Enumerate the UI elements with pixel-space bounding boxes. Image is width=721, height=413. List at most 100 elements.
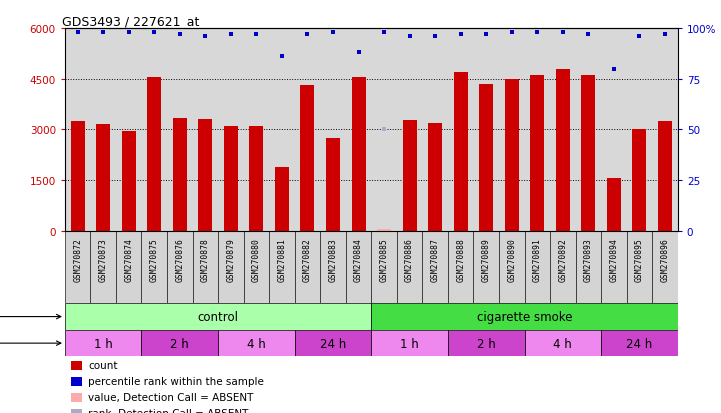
Bar xyxy=(224,127,238,231)
Text: GSM270889: GSM270889 xyxy=(482,237,491,281)
Bar xyxy=(193,231,218,304)
Bar xyxy=(320,231,346,304)
Bar xyxy=(147,78,162,231)
Text: GSM270892: GSM270892 xyxy=(558,237,567,281)
Text: time: time xyxy=(0,338,61,348)
Text: 1 h: 1 h xyxy=(400,337,419,350)
Point xyxy=(608,66,619,73)
Bar xyxy=(601,231,627,304)
Bar xyxy=(632,129,647,231)
Point xyxy=(327,30,339,36)
Bar xyxy=(402,121,417,231)
Text: GSM270879: GSM270879 xyxy=(226,237,235,281)
Bar xyxy=(377,230,391,231)
Text: GSM270891: GSM270891 xyxy=(533,237,541,281)
Bar xyxy=(71,377,82,386)
Bar xyxy=(658,122,672,231)
Text: count: count xyxy=(88,360,118,370)
Bar xyxy=(218,231,244,304)
Bar xyxy=(249,127,263,231)
Bar xyxy=(218,330,295,356)
Bar xyxy=(71,122,84,231)
Text: GSM270888: GSM270888 xyxy=(456,237,465,281)
Text: GSM270887: GSM270887 xyxy=(430,237,440,281)
Bar xyxy=(371,304,678,330)
Text: GSM270874: GSM270874 xyxy=(124,237,133,281)
Bar xyxy=(530,76,544,231)
Text: GSM270872: GSM270872 xyxy=(73,237,82,281)
Text: percentile rank within the sample: percentile rank within the sample xyxy=(88,376,264,386)
Point xyxy=(149,30,160,36)
Text: GSM270876: GSM270876 xyxy=(175,237,185,281)
Text: control: control xyxy=(198,310,239,323)
Bar xyxy=(90,231,116,304)
Bar xyxy=(653,231,678,304)
Bar xyxy=(556,69,570,231)
Point xyxy=(557,30,569,36)
Text: GSM270893: GSM270893 xyxy=(584,237,593,281)
Text: GSM270884: GSM270884 xyxy=(354,237,363,281)
Text: agent: agent xyxy=(0,312,61,322)
Bar xyxy=(71,393,82,402)
Bar xyxy=(550,231,575,304)
Bar xyxy=(525,231,550,304)
Text: 4 h: 4 h xyxy=(554,337,572,350)
Bar xyxy=(525,330,601,356)
Point xyxy=(404,34,415,40)
Bar xyxy=(269,231,295,304)
Bar xyxy=(346,231,371,304)
Bar xyxy=(371,330,448,356)
Text: GSM270896: GSM270896 xyxy=(660,237,670,281)
Text: rank, Detection Call = ABSENT: rank, Detection Call = ABSENT xyxy=(88,408,249,413)
Point xyxy=(72,30,84,36)
Bar xyxy=(301,86,314,231)
Bar xyxy=(499,231,525,304)
Point xyxy=(430,34,441,40)
Point xyxy=(659,32,671,38)
Bar xyxy=(479,85,493,231)
Bar xyxy=(65,231,90,304)
Bar xyxy=(581,76,596,231)
Bar xyxy=(448,231,474,304)
Point xyxy=(379,30,390,36)
Bar xyxy=(454,73,468,231)
Text: 24 h: 24 h xyxy=(320,337,346,350)
Bar xyxy=(65,304,371,330)
Bar xyxy=(601,330,678,356)
Text: GSM270873: GSM270873 xyxy=(99,237,107,281)
Point xyxy=(97,30,109,36)
Bar xyxy=(295,231,320,304)
Bar xyxy=(352,78,366,231)
Point xyxy=(583,32,594,38)
Bar xyxy=(96,125,110,231)
Point xyxy=(531,30,543,36)
Bar xyxy=(141,330,218,356)
Text: 24 h: 24 h xyxy=(627,337,653,350)
Text: GSM270875: GSM270875 xyxy=(150,237,159,281)
Text: GSM270894: GSM270894 xyxy=(609,237,619,281)
Point xyxy=(353,50,364,57)
Bar xyxy=(448,330,525,356)
Point xyxy=(251,32,262,38)
Point xyxy=(634,34,645,40)
Bar xyxy=(141,231,167,304)
Point xyxy=(379,127,390,133)
Bar xyxy=(428,124,442,231)
Text: GSM270895: GSM270895 xyxy=(635,237,644,281)
Bar xyxy=(474,231,499,304)
Text: 2 h: 2 h xyxy=(170,337,189,350)
Bar xyxy=(198,120,213,231)
Text: GSM270890: GSM270890 xyxy=(508,237,516,281)
Text: GSM270883: GSM270883 xyxy=(329,237,337,281)
Bar xyxy=(295,330,371,356)
Text: GDS3493 / 227621_at: GDS3493 / 227621_at xyxy=(62,15,199,28)
Bar xyxy=(505,79,519,231)
Bar xyxy=(71,409,82,413)
Point xyxy=(200,34,211,40)
Bar xyxy=(65,330,141,356)
Text: GSM270881: GSM270881 xyxy=(278,237,286,281)
Text: GSM270882: GSM270882 xyxy=(303,237,312,281)
Point xyxy=(455,32,466,38)
Bar xyxy=(326,138,340,231)
Bar xyxy=(71,361,82,370)
